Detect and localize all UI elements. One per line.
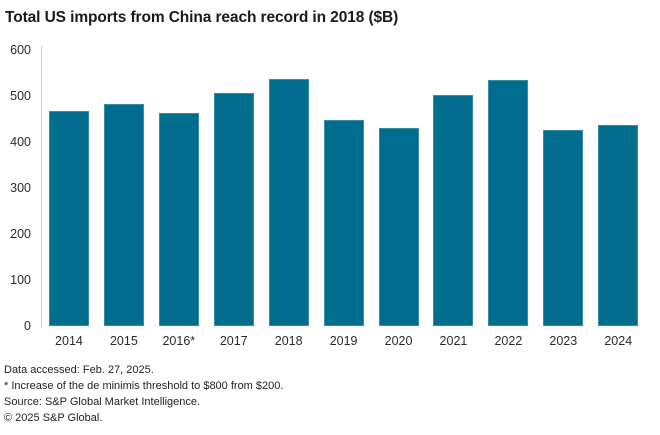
x-tick-label: 2015 [109, 334, 138, 348]
bar-2014 [48, 111, 89, 326]
footnotes: Data accessed: Feb. 27, 2025. * Increase… [4, 362, 283, 426]
x-tick-label: 2022 [494, 334, 523, 348]
x-tick-label: 2016* [162, 334, 196, 348]
bar-2019 [323, 119, 364, 326]
x-tick-label: 2020 [384, 334, 413, 348]
bar-2023 [543, 130, 584, 326]
bar-2015 [103, 103, 144, 326]
bar-2020 [378, 128, 419, 326]
y-tick-label: 0 [24, 319, 31, 333]
y-tick-label: 500 [10, 89, 31, 103]
chart-title: Total US imports from China reach record… [5, 9, 399, 26]
x-tick-label: 2024 [604, 334, 633, 348]
copyright-note: © 2025 S&P Global. [4, 412, 103, 424]
bar-2024 [598, 124, 639, 326]
x-tick-label: 2014 [55, 334, 83, 348]
x-tick-label: 2021 [439, 334, 468, 348]
y-tick-label: 600 [10, 43, 31, 57]
x-tick-label: 2019 [329, 334, 358, 348]
x-tick-label: 2023 [549, 334, 578, 348]
asterisk-footnote: * Increase of the de minimis threshold t… [4, 380, 284, 392]
bar-2021 [433, 94, 474, 326]
y-tick-label: 300 [10, 181, 31, 195]
y-tick-label: 200 [10, 227, 31, 241]
bar-2022 [488, 79, 529, 326]
source-note: Source: S&P Global Market Intelligence. [4, 396, 201, 408]
bar-2016 [158, 113, 199, 326]
data-accessed-note: Data accessed: Feb. 27, 2025. [4, 364, 154, 376]
bar-2018 [268, 78, 309, 326]
bar-2017 [213, 93, 254, 326]
y-tick-label: 400 [10, 135, 31, 149]
y-tick-label: 100 [10, 273, 31, 287]
y-axis-line [41, 46, 42, 327]
x-tick-label: 2017 [219, 334, 248, 348]
x-tick-label: 2018 [274, 334, 303, 348]
